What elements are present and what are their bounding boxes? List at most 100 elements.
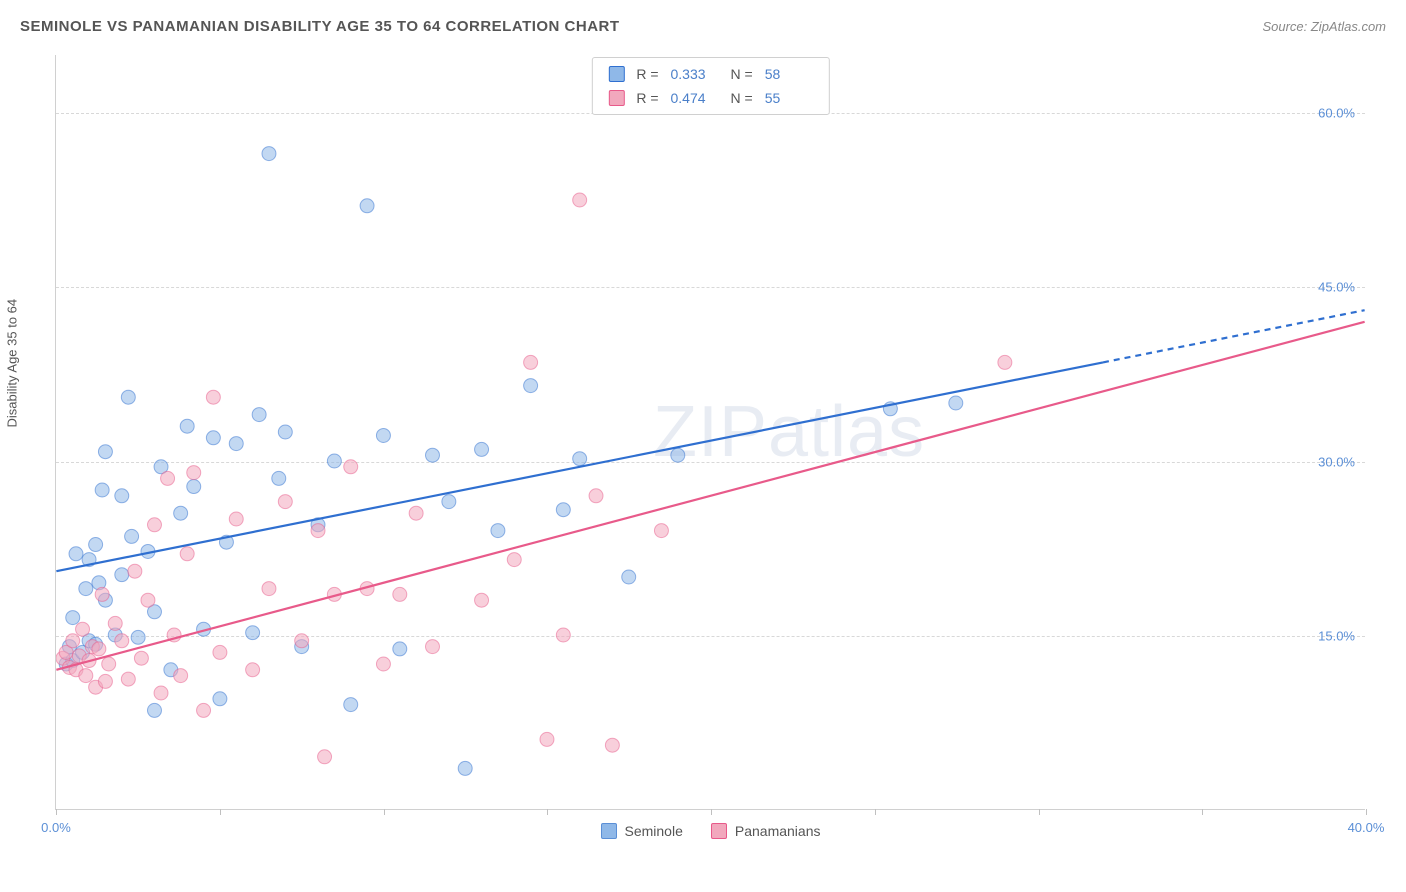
scatter-point (556, 503, 570, 517)
scatter-point (187, 480, 201, 494)
scatter-point (344, 460, 358, 474)
scatter-point (121, 390, 135, 404)
r-value-seminole: 0.333 (671, 66, 719, 82)
scatter-svg (56, 55, 1365, 809)
scatter-point (589, 489, 603, 503)
scatter-point (376, 657, 390, 671)
scatter-point (246, 626, 260, 640)
scatter-point (442, 495, 456, 509)
scatter-point (229, 437, 243, 451)
scatter-point (393, 642, 407, 656)
scatter-point (174, 669, 188, 683)
scatter-point (556, 628, 570, 642)
scatter-point (89, 538, 103, 552)
scatter-point (92, 642, 106, 656)
swatch-seminole (608, 66, 624, 82)
scatter-point (278, 425, 292, 439)
scatter-point (213, 645, 227, 659)
scatter-point (524, 355, 538, 369)
scatter-point (491, 524, 505, 538)
n-value-seminole: 58 (765, 66, 813, 82)
x-tick (220, 809, 221, 815)
scatter-point (115, 489, 129, 503)
scatter-point (344, 698, 358, 712)
legend-item-seminole: Seminole (601, 823, 683, 839)
scatter-point (573, 193, 587, 207)
scatter-point (206, 390, 220, 404)
scatter-point (278, 495, 292, 509)
scatter-point (125, 529, 139, 543)
scatter-point (161, 471, 175, 485)
chart-title: SEMINOLE VS PANAMANIAN DISABILITY AGE 35… (20, 18, 620, 35)
scatter-point (409, 506, 423, 520)
scatter-point (262, 582, 276, 596)
stats-legend: R = 0.333 N = 58 R = 0.474 N = 55 (591, 57, 829, 115)
scatter-point (154, 686, 168, 700)
scatter-point (206, 431, 220, 445)
legend-item-panamanians: Panamanians (711, 823, 821, 839)
r-value-panamanians: 0.474 (671, 90, 719, 106)
x-tick (1039, 809, 1040, 815)
scatter-point (128, 564, 142, 578)
legend-label-seminole: Seminole (625, 823, 683, 839)
scatter-point (174, 506, 188, 520)
y-axis-label: Disability Age 35 to 64 (5, 299, 20, 428)
x-tick (384, 809, 385, 815)
x-tick (1366, 809, 1367, 815)
scatter-point (311, 524, 325, 538)
scatter-point (376, 428, 390, 442)
scatter-point (69, 547, 83, 561)
scatter-point (197, 703, 211, 717)
scatter-point (318, 750, 332, 764)
scatter-point (295, 634, 309, 648)
trendline-seminole-dash (1103, 310, 1365, 362)
legend-swatch-seminole (601, 823, 617, 839)
scatter-point (213, 692, 227, 706)
scatter-point (426, 640, 440, 654)
scatter-point (134, 651, 148, 665)
r-label: R = (636, 66, 658, 82)
scatter-point (272, 471, 286, 485)
n-value-panamanians: 55 (765, 90, 813, 106)
scatter-point (426, 448, 440, 462)
scatter-point (98, 445, 112, 459)
scatter-point (98, 674, 112, 688)
scatter-point (229, 512, 243, 526)
scatter-point (115, 568, 129, 582)
stats-row-panamanians: R = 0.474 N = 55 (592, 86, 828, 110)
series-legend: Seminole Panamanians (601, 823, 821, 839)
x-tick-label: 0.0% (41, 820, 71, 835)
scatter-point (180, 419, 194, 433)
scatter-point (66, 634, 80, 648)
chart-header: SEMINOLE VS PANAMANIAN DISABILITY AGE 35… (20, 18, 1386, 35)
scatter-point (262, 147, 276, 161)
x-tick (711, 809, 712, 815)
scatter-point (524, 379, 538, 393)
scatter-point (141, 593, 155, 607)
scatter-point (115, 634, 129, 648)
scatter-point (573, 452, 587, 466)
legend-swatch-panamanians (711, 823, 727, 839)
x-tick (1202, 809, 1203, 815)
x-tick-label: 40.0% (1348, 820, 1385, 835)
scatter-point (147, 518, 161, 532)
trendline-panamanians (56, 322, 1364, 670)
stats-row-seminole: R = 0.333 N = 58 (592, 62, 828, 86)
scatter-point (95, 483, 109, 497)
scatter-point (475, 442, 489, 456)
scatter-point (76, 622, 90, 636)
x-tick (875, 809, 876, 815)
scatter-point (475, 593, 489, 607)
scatter-point (327, 454, 341, 468)
x-tick (56, 809, 57, 815)
scatter-point (949, 396, 963, 410)
r-label: R = (636, 90, 658, 106)
scatter-point (102, 657, 116, 671)
legend-label-panamanians: Panamanians (735, 823, 821, 839)
scatter-point (131, 630, 145, 644)
scatter-point (998, 355, 1012, 369)
source-label: Source: ZipAtlas.com (1262, 19, 1386, 34)
scatter-point (654, 524, 668, 538)
scatter-point (79, 669, 93, 683)
scatter-point (252, 408, 266, 422)
